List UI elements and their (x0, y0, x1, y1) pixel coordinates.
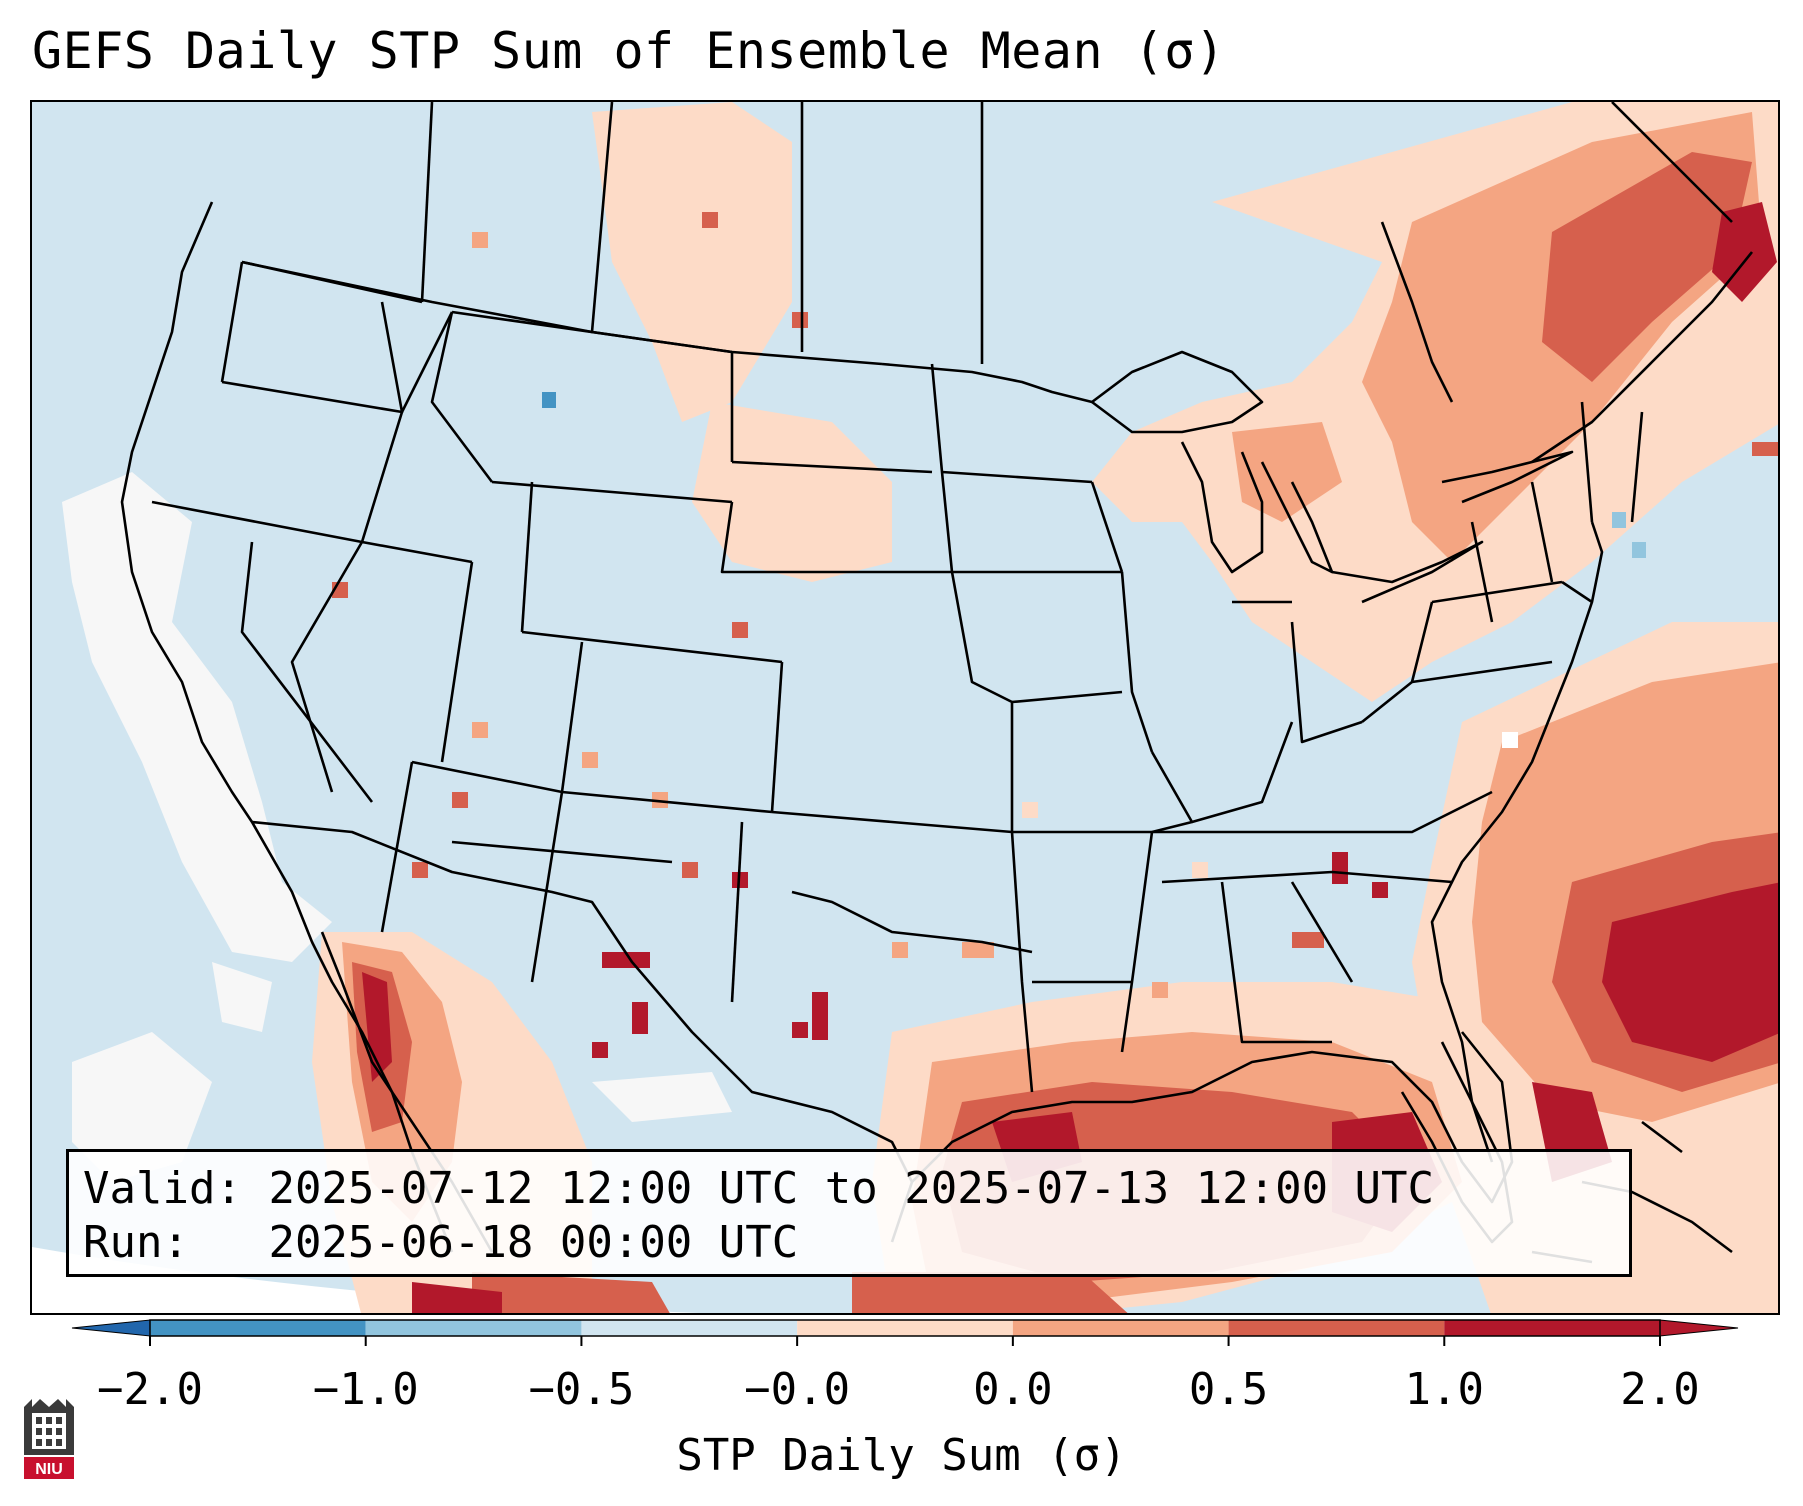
map-panel (30, 100, 1780, 1315)
colorbar-tick-label: 0.5 (1188, 1364, 1269, 1415)
state-borders (120, 102, 1754, 1264)
colorbar-outline (149, 1319, 1661, 1337)
colorbar-segment (1444, 1320, 1660, 1336)
valid-label: Valid: (83, 1163, 242, 1214)
colorbar-tick-label: 0.0 (973, 1364, 1053, 1415)
colorbar-tick-label: −0.5 (528, 1364, 635, 1415)
valid-run-info-box: Valid: 2025-07-12 12:00 UTC to 2025-07-1… (66, 1149, 1632, 1277)
colorbar-segment (1012, 1320, 1229, 1336)
run-value: 2025-06-18 00:00 UTC (268, 1217, 799, 1268)
colorbar-under-extension (71, 1319, 151, 1337)
svg-text:NIU: NIU (35, 1461, 63, 1478)
colorbar-tick-label: 2.0 (1620, 1364, 1700, 1415)
colorbar-segment (150, 1320, 366, 1336)
colorbar-over-extension (1659, 1319, 1739, 1337)
colorbar-segment (797, 1320, 1013, 1336)
page-title: GEFS Daily STP Sum of Ensemble Mean (σ) (32, 22, 1226, 80)
scattered-cells (332, 212, 1778, 1058)
colorbar-segment (1228, 1320, 1445, 1336)
colorbar-tick-label: −2.0 (97, 1364, 203, 1415)
colorbar-segment (581, 1320, 798, 1336)
neutral-patches (62, 472, 732, 1182)
colorbar-tick-label: 1.0 (1404, 1364, 1485, 1415)
colorbar-segment (365, 1320, 582, 1336)
colorbar-label: STP Daily Sum (σ) (676, 1430, 1127, 1481)
run-label: Run: (83, 1217, 189, 1268)
colorbar (71, 1319, 1739, 1346)
valid-value: 2025-07-12 12:00 UTC to 2025-07-13 12:00… (268, 1163, 1435, 1214)
niu-logo-icon: NIU (24, 1399, 74, 1479)
colorbar-tick-label: −0.0 (744, 1364, 851, 1415)
colorbar-tick-label: −1.0 (312, 1364, 419, 1415)
